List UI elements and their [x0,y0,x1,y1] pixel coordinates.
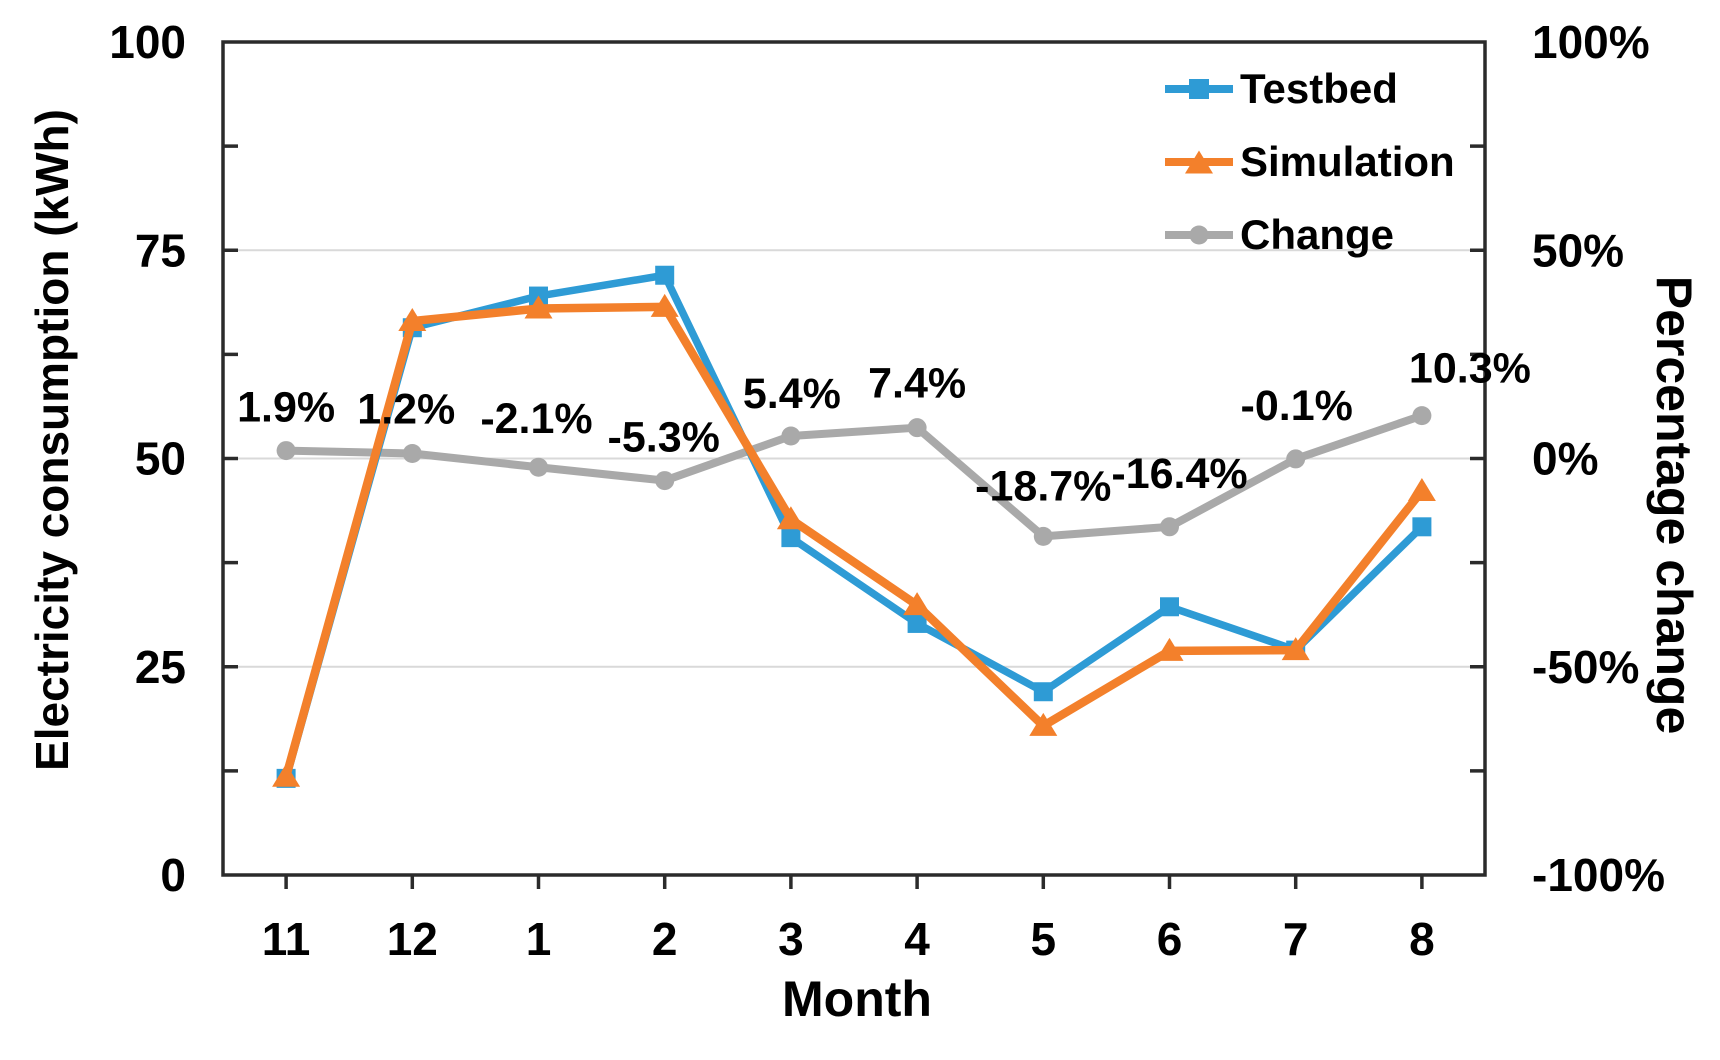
marker-simulation [398,308,427,332]
marker-simulation [1407,477,1436,501]
y-tick-label-right: -50% [1532,641,1639,693]
y-tick-label-left: 75 [135,224,186,276]
x-tick-label: 11 [262,913,311,965]
change-data-label: -2.1% [480,395,592,443]
y-tick-label-right: 0% [1532,433,1598,485]
testbed-line-square-icon [1165,72,1233,106]
legend-label-change: Change [1240,210,1395,258]
y-tick-label-left: 50 [135,433,186,485]
y-tick-label-left: 25 [135,641,186,693]
change-data-label: -16.4% [1111,450,1247,498]
marker-change [655,471,675,491]
x-tick-label: 5 [1031,913,1057,965]
x-tick-label: 12 [387,913,438,965]
x-tick-label: 1 [526,913,552,965]
marker-testbed [781,528,801,548]
marker-simulation [903,592,932,616]
marker-testbed [1033,682,1053,702]
y-tick-label-right: 50% [1532,224,1624,276]
change-data-label: -0.1% [1241,382,1353,430]
legend-entry-simulation: Simulation [1165,125,1455,198]
marker-change [1033,526,1053,546]
marker-change [1412,406,1432,426]
legend-label-simulation: Simulation [1240,137,1455,185]
marker-simulation [524,295,553,319]
y-tick-label-right: -100% [1532,849,1665,901]
change-data-label: -5.3% [608,414,720,462]
x-tick-label: 8 [1409,913,1435,965]
marker-change [529,457,548,477]
change-data-label: -18.7% [975,462,1111,510]
marker-testbed [1160,597,1179,617]
marker-change [1160,517,1179,537]
x-tick-label: 3 [778,913,804,965]
legend-label-testbed: Testbed [1240,64,1398,112]
marker-simulation [272,763,301,787]
marker-change [402,444,422,464]
marker-simulation [776,506,805,530]
y-tick-label-left: 100 [109,16,186,68]
marker-testbed [907,613,927,633]
marker-simulation [1029,712,1058,736]
change-line-circle-icon [1165,218,1233,252]
legend-entry-change: Change [1165,198,1455,271]
change-data-label: 10.3% [1409,345,1531,393]
y-axis-title-left: Electricity consumption (kWh) [26,109,78,771]
marker-change [907,418,927,438]
marker-change [781,426,801,446]
series-line-testbed [282,271,1426,783]
marker-change [276,441,296,461]
y-tick-label-left: 0 [160,849,186,901]
legend: Testbed Simulation Change [1165,52,1455,271]
marker-simulation [1155,637,1184,661]
marker-simulation [1281,637,1310,661]
marker-change [1286,449,1306,469]
marker-testbed [655,265,675,285]
simulation-line-triangle-icon [1165,145,1233,179]
legend-entry-testbed: Testbed [1165,52,1455,125]
marker-simulation [650,293,679,317]
y-tick-label-right: 100% [1532,16,1650,68]
x-tick-label: 4 [904,913,930,965]
x-tick-label: 7 [1283,913,1309,965]
series-line-simulation [281,302,1427,781]
y-axis-title-right: Percentage change [1646,275,1702,735]
change-data-label: 1.9% [237,384,335,432]
x-tick-label: 2 [652,913,678,965]
series-line-change [282,411,1426,541]
change-data-label: 7.4% [868,360,966,408]
x-axis-title: Month [782,971,932,1027]
marker-testbed [1412,517,1432,537]
x-tick-label: 6 [1157,913,1183,965]
change-data-label: 1.2% [357,386,455,434]
change-data-label: 5.4% [743,370,841,418]
